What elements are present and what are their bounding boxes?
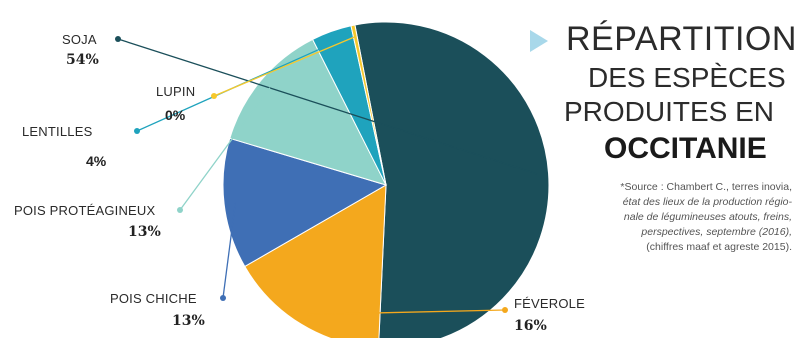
leader-line-feverole [307, 309, 506, 316]
leader-dot-soja [115, 36, 121, 42]
leader-line-soja [117, 38, 538, 175]
leader-dot-feverole [502, 307, 508, 313]
source-line: état des lieux de la production régio- [622, 196, 792, 208]
leader-line-lupin [213, 36, 356, 97]
source-line: (chiffres maaf et agreste 2015). [646, 241, 792, 253]
label-pois-chiche-name: POIS CHICHE [110, 291, 197, 306]
label-lupin-name: LUPIN [156, 84, 195, 99]
pie-slices [222, 21, 550, 338]
label-pois-proteagineux-name: POIS PROTÉAGINEUX [14, 203, 156, 218]
title-line-4: OCCITANIE [604, 132, 767, 165]
play-triangle-icon [530, 30, 548, 52]
source-line: *Source : Chambert C., terres inovia, [620, 181, 792, 193]
leader-dot-lentilles [134, 128, 140, 134]
source-note: *Source : Chambert C., terres inovia, ét… [540, 180, 792, 255]
leader-dot-pois-chiche [220, 295, 226, 301]
title-line-1: RÉPARTITION [566, 20, 797, 58]
label-pois-proteagineux-value: 13% [128, 224, 161, 240]
label-soja-name: SOJA [62, 32, 97, 47]
leader-dot-pois-proteagineux [177, 207, 183, 213]
label-pois-chiche-value: 13% [172, 313, 205, 329]
leader-line-pois-proteagineux [179, 87, 271, 211]
leader-dot-lupin [211, 93, 217, 99]
slice-feverole [244, 184, 387, 338]
source-line: nale de légumineuses atouts, freins, [623, 211, 792, 223]
title-line-2: DES ESPÈCES [588, 62, 786, 93]
leader-line-pois-chiche [222, 202, 237, 299]
slice-pois-proteagineux [229, 38, 387, 186]
slice-soja [354, 21, 550, 338]
slice-pois-chiche [222, 137, 388, 268]
leader-lines [115, 36, 538, 316]
label-feverole-value: 16% [514, 318, 547, 334]
label-soja-value: 54% [66, 52, 99, 68]
label-lupin-value: 0% [165, 107, 186, 123]
source-line: perspectives, septembre (2016), [641, 226, 792, 238]
label-feverole-name: FÉVEROLE [514, 296, 585, 311]
title-line-3: PRODUITES EN [564, 96, 775, 127]
label-lentilles-value: 4% [86, 153, 107, 169]
slice-lupin [350, 24, 387, 186]
label-lentilles-name: LENTILLES [22, 124, 93, 139]
